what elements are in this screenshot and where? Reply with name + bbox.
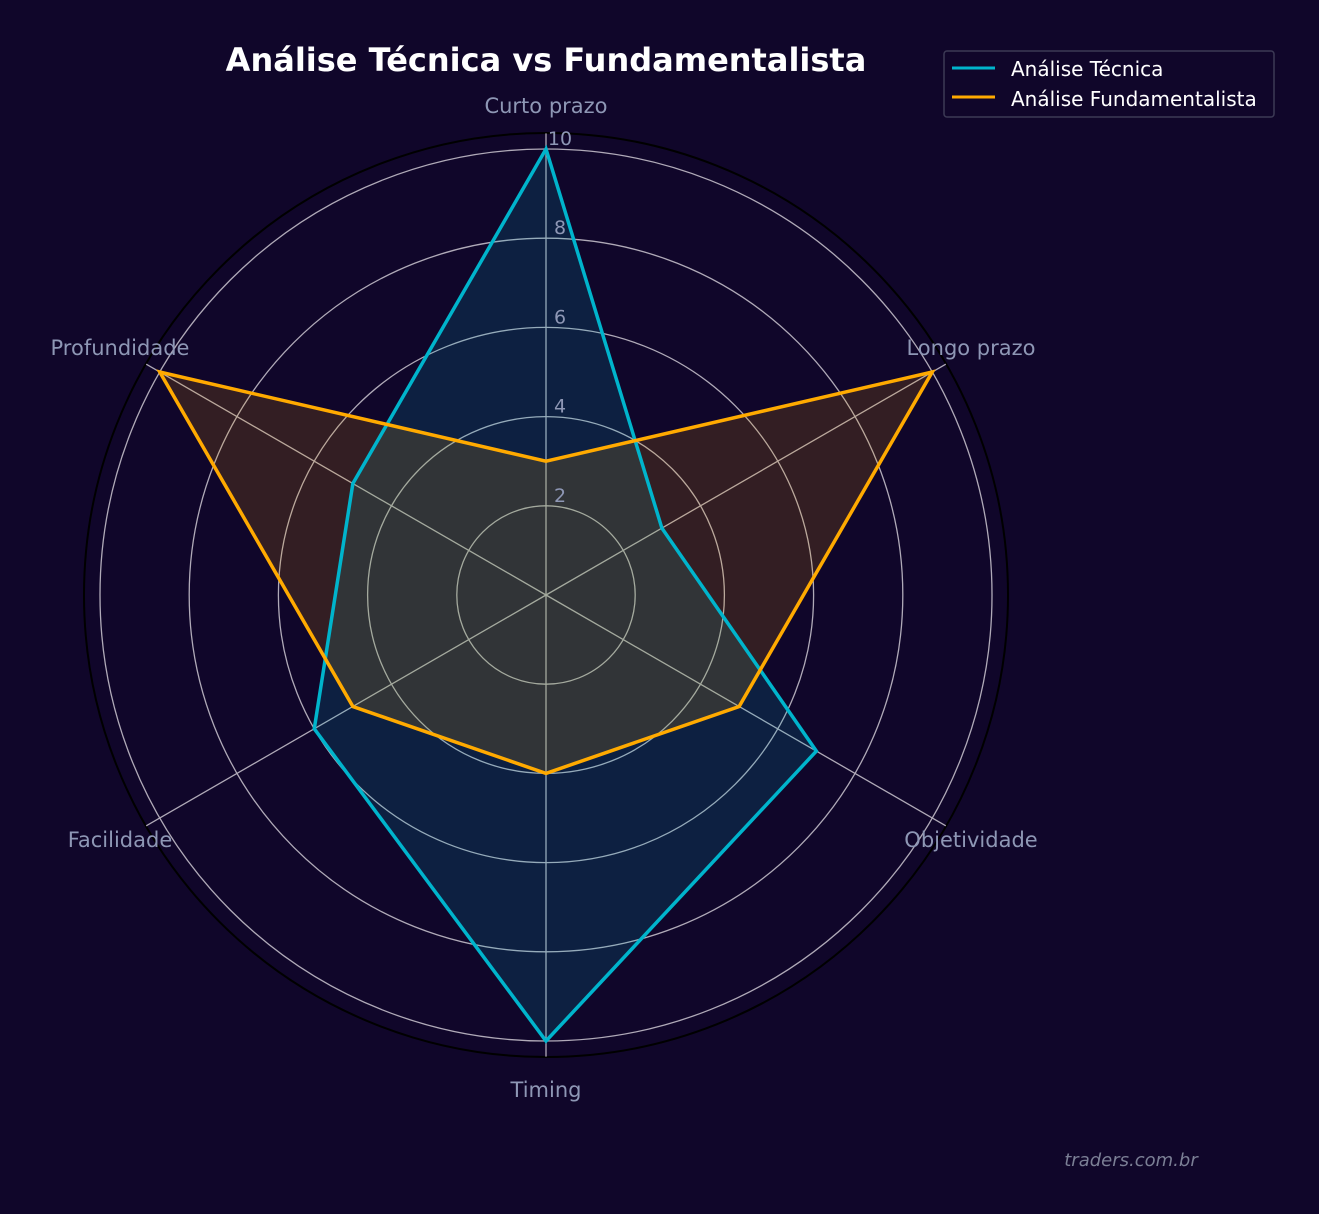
category-label-1: Longo prazo bbox=[906, 336, 1035, 360]
category-label-5: Profundidade bbox=[51, 336, 190, 360]
legend-box bbox=[943, 50, 1275, 118]
category-label-0: Curto prazo bbox=[484, 94, 607, 118]
grid-spoke bbox=[545, 363, 947, 596]
r-tick-label: 2 bbox=[554, 485, 566, 507]
series-line-1 bbox=[156, 369, 936, 776]
category-label-3: Timing bbox=[510, 1078, 582, 1102]
r-tick-label: 4 bbox=[554, 396, 566, 418]
category-label-4: Facilidade bbox=[68, 828, 173, 852]
grid-spoke bbox=[145, 594, 547, 827]
legend-label-tecnica: Análise Técnica bbox=[1011, 57, 1163, 81]
polar-frame bbox=[83, 132, 1009, 1058]
series-area-1 bbox=[159, 372, 933, 774]
grid-spoke bbox=[145, 363, 547, 596]
series-area-0 bbox=[314, 149, 817, 1041]
polar-area: 2 4 6 8 10 Curto prazo Longo prazo Objetividade… bbox=[51, 94, 1038, 1102]
legend-label-fundamentalista: Análise Fundamentalista bbox=[1011, 87, 1257, 111]
chart-title: Análise Técnica vs Fundamentalista bbox=[226, 41, 867, 79]
grid-spoke bbox=[545, 594, 947, 827]
category-label-2: Objetividade bbox=[904, 828, 1037, 852]
r-tick-label: 10 bbox=[548, 128, 572, 150]
r-tick-label: 8 bbox=[554, 217, 566, 239]
legend: Análise Técnica Análise Fundamentalista bbox=[943, 50, 1275, 118]
watermark: traders.com.br bbox=[1064, 1150, 1199, 1171]
series-line-0 bbox=[312, 144, 819, 1044]
r-tick-label: 6 bbox=[554, 306, 566, 328]
